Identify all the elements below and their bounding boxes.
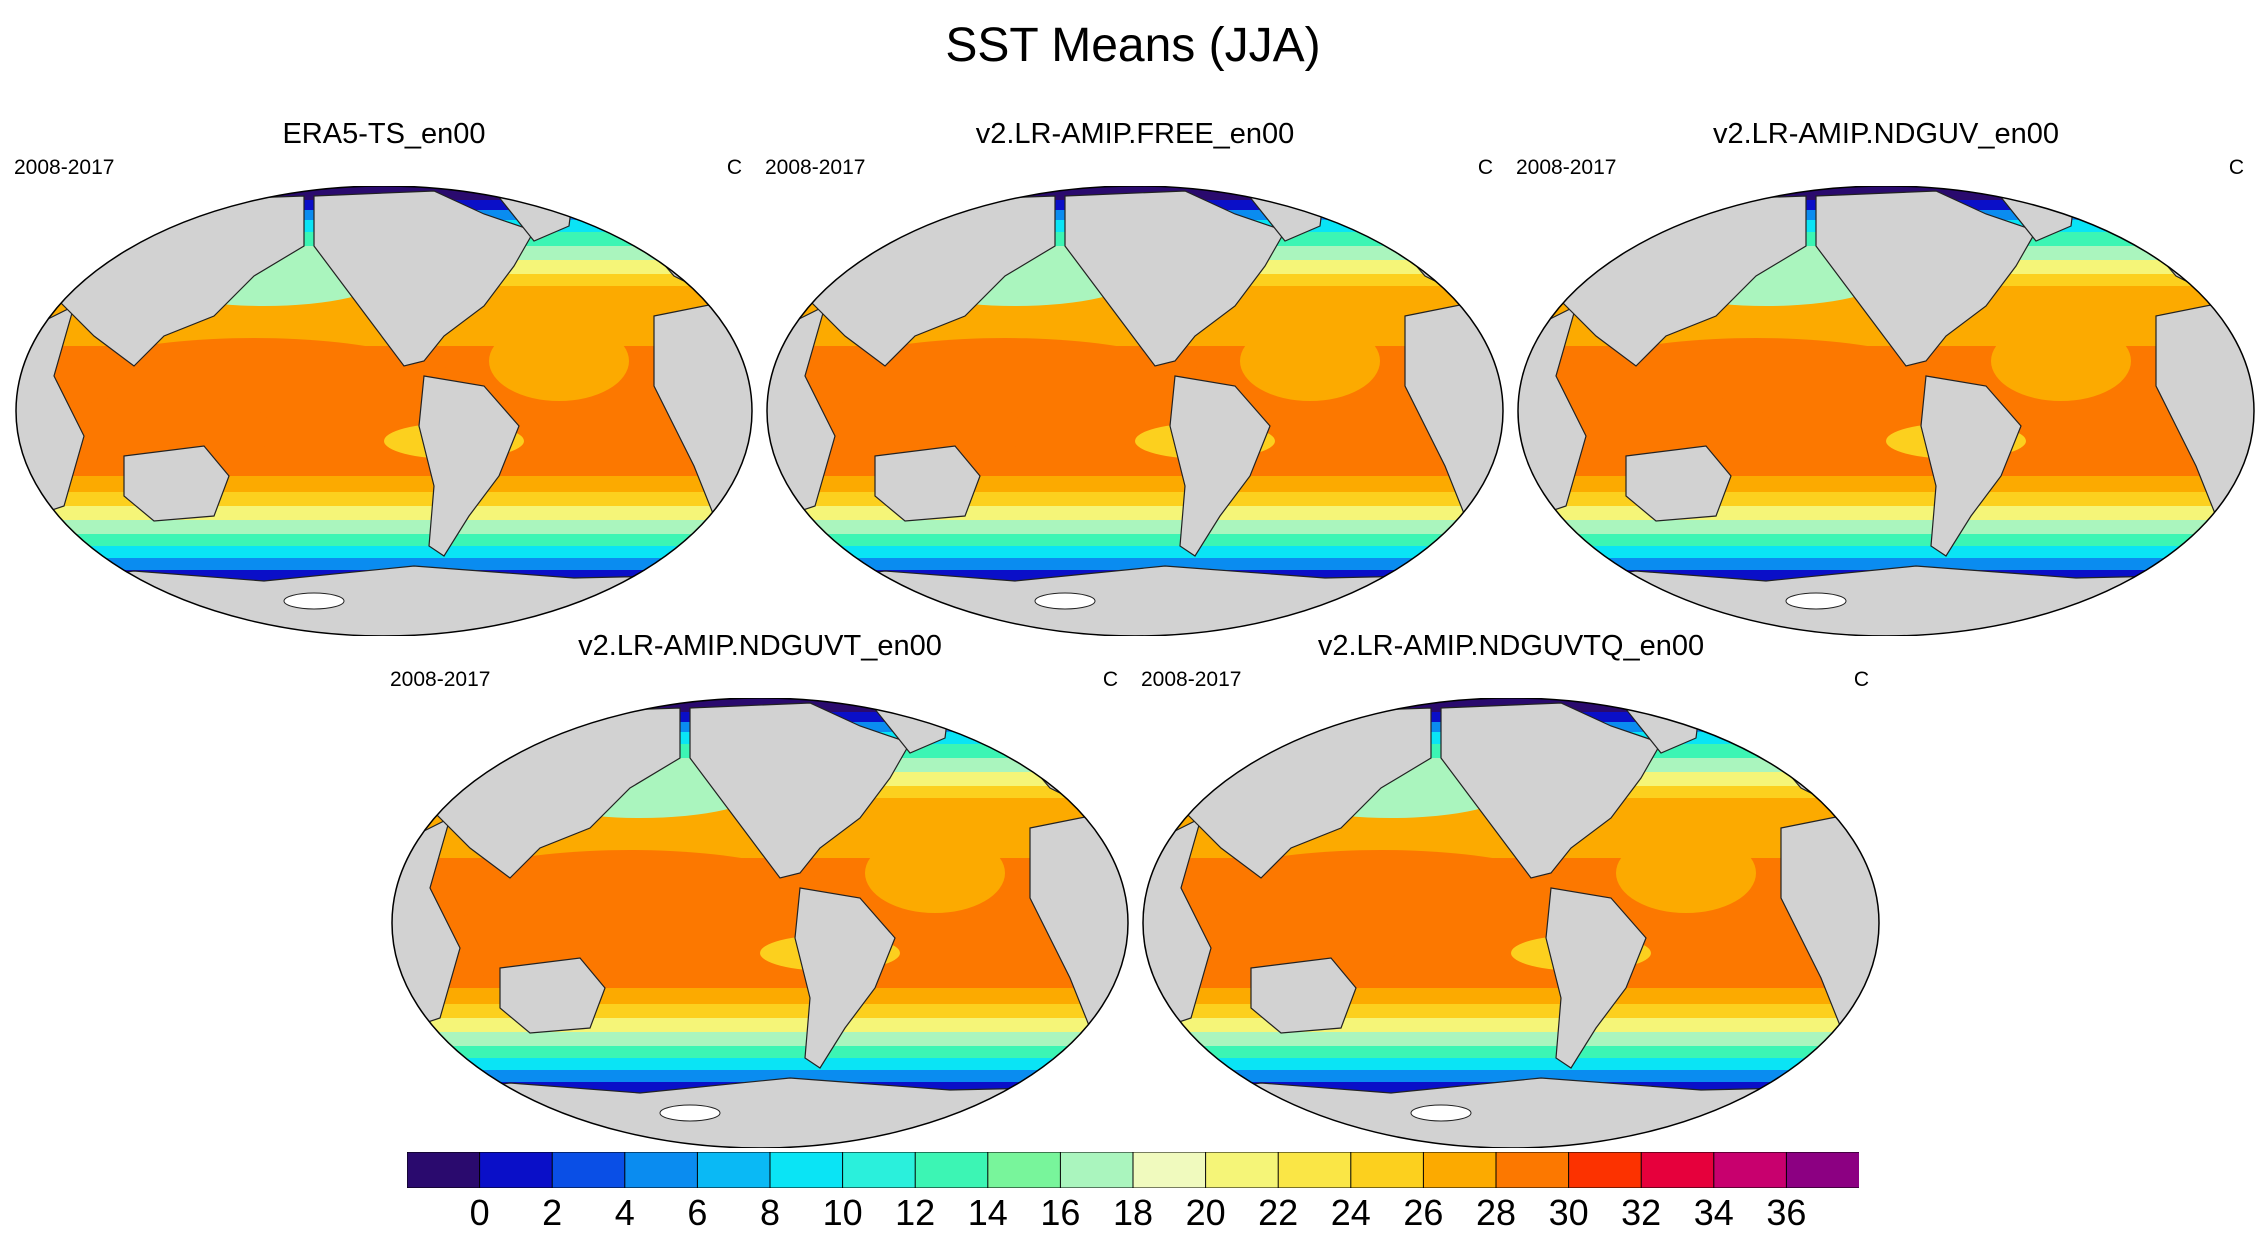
colorbar-tick-label: 0 xyxy=(469,1192,490,1233)
colorbar-tick-label: 8 xyxy=(759,1192,781,1233)
panel-period: 2008-2017 xyxy=(14,156,115,179)
colorbar-swatch xyxy=(1277,1152,1352,1188)
colorbar-tick-label: 36 xyxy=(1766,1192,1807,1233)
panel-units: C xyxy=(2228,156,2244,179)
map-panel-ndguv: v2.LR-AMIP.NDGUV_en00 2008-2017 C xyxy=(1516,118,2256,636)
map-panel-free: v2.LR-AMIP.FREE_en00 2008-2017 C xyxy=(765,118,1505,636)
panel-period: 2008-2017 xyxy=(765,156,866,179)
panel-title: ERA5-TS_en00 xyxy=(282,118,486,150)
colorbar-swatch xyxy=(407,1152,481,1188)
colorbar-tick-label: 26 xyxy=(1403,1192,1444,1233)
colorbar-swatch xyxy=(1350,1152,1425,1188)
sst-map xyxy=(1517,186,2255,636)
panel-title: v2.LR-AMIP.NDGUVTQ_en00 xyxy=(1317,630,1705,662)
panel-title: v2.LR-AMIP.NDGUV_en00 xyxy=(1712,118,2059,150)
colorbar-swatch xyxy=(914,1152,989,1188)
colorbar-tick-label: 34 xyxy=(1693,1192,1734,1233)
colorbar-swatch xyxy=(1713,1152,1788,1188)
colorbar-tick-label: 12 xyxy=(895,1192,936,1233)
colorbar-swatch xyxy=(842,1152,917,1188)
colorbar-tick-label: 20 xyxy=(1185,1192,1226,1233)
colorbar xyxy=(407,1152,1859,1188)
colorbar-tick-label: 32 xyxy=(1621,1192,1662,1233)
colorbar-swatch xyxy=(479,1152,554,1188)
colorbar-swatch xyxy=(551,1152,626,1188)
sst-map xyxy=(15,186,753,636)
colorbar-swatch xyxy=(987,1152,1062,1188)
colorbar-tick-label: 2 xyxy=(542,1192,563,1233)
sst-map xyxy=(391,698,1129,1148)
sst-map xyxy=(766,186,1504,636)
map-panel-ndguvtq: v2.LR-AMIP.NDGUVTQ_en00 2008-2017 C xyxy=(1141,630,1881,1148)
colorbar-tick-label: 4 xyxy=(614,1192,635,1233)
colorbar-swatch xyxy=(1059,1152,1135,1188)
colorbar-swatch xyxy=(696,1152,771,1188)
colorbar-tick-label: 14 xyxy=(967,1192,1008,1233)
panel-units: C xyxy=(726,156,742,179)
panel-period: 2008-2017 xyxy=(1141,668,1242,691)
colorbar-tick-label: 22 xyxy=(1258,1192,1299,1233)
colorbar-tick-label: 18 xyxy=(1112,1192,1154,1233)
colorbar-swatch xyxy=(1495,1152,1570,1188)
panel-units: C xyxy=(1477,156,1493,179)
figure-title: SST Means (JJA) xyxy=(945,19,1321,72)
panel-title: v2.LR-AMIP.NDGUVT_en00 xyxy=(578,630,942,662)
panel-title: v2.LR-AMIP.FREE_en00 xyxy=(975,118,1295,150)
map-panel-era5: ERA5-TS_en00 2008-2017 C xyxy=(14,118,754,636)
colorbar-tick-label: 30 xyxy=(1548,1192,1589,1233)
colorbar-swatch xyxy=(1205,1152,1280,1188)
colorbar-swatch xyxy=(624,1152,699,1188)
colorbar-tick-label: 10 xyxy=(822,1192,863,1233)
sst-map xyxy=(1142,698,1880,1148)
colorbar-swatch xyxy=(1640,1152,1715,1188)
colorbar-tick-label: 24 xyxy=(1330,1192,1371,1233)
panel-units: C xyxy=(1102,668,1118,691)
colorbar-tick-label: 28 xyxy=(1475,1192,1517,1233)
map-panel-ndguvt: v2.LR-AMIP.NDGUVT_en00 2008-2017 C xyxy=(390,630,1130,1148)
colorbar-swatch xyxy=(1132,1152,1207,1188)
colorbar-swatch xyxy=(769,1152,844,1188)
colorbar-tick-label: 6 xyxy=(687,1192,708,1233)
colorbar-tick-label: 16 xyxy=(1040,1192,1081,1233)
panel-period: 2008-2017 xyxy=(390,668,491,691)
panel-period: 2008-2017 xyxy=(1516,156,1617,179)
colorbar-swatch xyxy=(1422,1152,1498,1188)
colorbar-swatch xyxy=(1568,1152,1643,1188)
colorbar-swatch xyxy=(1785,1152,1859,1188)
panel-units: C xyxy=(1853,668,1869,691)
